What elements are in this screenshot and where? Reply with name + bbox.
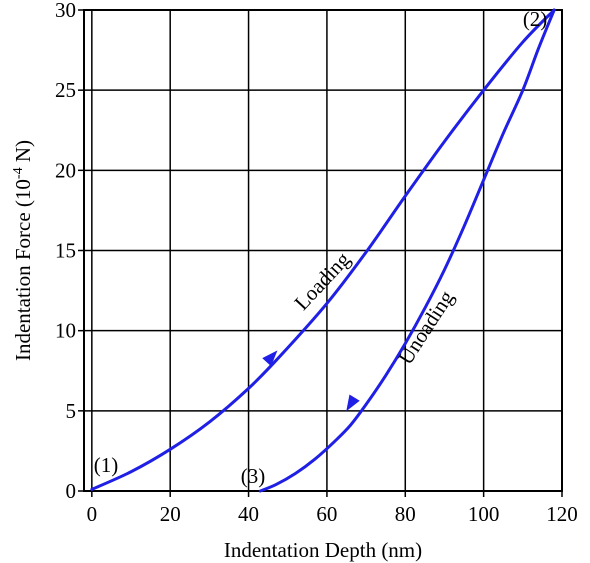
unloading-arrow (346, 394, 360, 412)
y-axis-title: Indentation Force (10-4 N) (11, 140, 35, 361)
tick-labels: 0 20 40 60 80 100 120 0 5 10 15 20 25 30 (55, 0, 578, 526)
annotation-point-2: (2) (523, 7, 548, 31)
series-line-unloading (258, 8, 556, 493)
x-tick-label-120: 120 (546, 502, 578, 526)
y-tick-label-25: 25 (55, 78, 76, 102)
y-tick-label-0: 0 (66, 479, 77, 503)
x-tick-label-40: 40 (238, 502, 259, 526)
x-axis-title: Indentation Depth (nm) (224, 538, 422, 562)
y-axis-title-end: N) (11, 140, 35, 167)
x-tick-label-60: 60 (316, 502, 337, 526)
y-tick-label-5: 5 (66, 399, 77, 423)
y-axis-title-main: Indentation Force (10 (11, 179, 35, 361)
annotation-point-1: (1) (94, 453, 119, 477)
loading-arrow (262, 350, 278, 367)
x-tick-label-20: 20 (160, 502, 181, 526)
annotation-point-3: (3) (241, 464, 266, 488)
y-tick-label-30: 30 (55, 0, 76, 22)
y-tick-label-20: 20 (55, 158, 76, 182)
x-tick-label-100: 100 (468, 502, 500, 526)
x-tick-label-80: 80 (395, 502, 416, 526)
series-line-loading (90, 8, 556, 491)
x-tick-label-0: 0 (87, 502, 98, 526)
y-tick-label-10: 10 (55, 319, 76, 343)
y-axis-title-exponent: -4 (11, 167, 26, 179)
plot-frame (83, 9, 563, 492)
unloading-label: Unoading (393, 286, 459, 369)
data-series (90, 8, 556, 493)
y-tick-label-15: 15 (55, 239, 76, 263)
